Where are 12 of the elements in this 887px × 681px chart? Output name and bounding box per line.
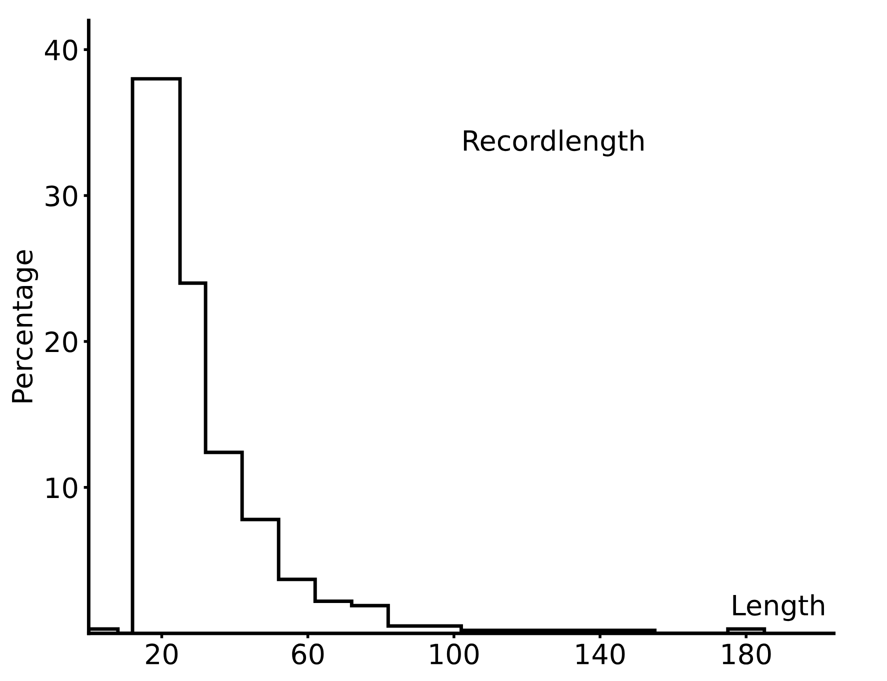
y-tick-label: 20 <box>46 331 78 352</box>
x-tick-label: 140 <box>576 644 625 665</box>
x-axis-title: Length <box>733 594 824 622</box>
y-tick-label: 30 <box>46 185 78 206</box>
x-tick-label: 100 <box>430 644 479 665</box>
y-tick-label: 40 <box>44 40 78 61</box>
annotation: Recordlength <box>464 130 644 156</box>
y-axis-title: Percentage <box>12 250 38 402</box>
x-tick-label: 180 <box>722 644 771 665</box>
x-tick-label: 20 <box>146 644 178 665</box>
x-tick-label: 60 <box>292 644 324 665</box>
y-tick-label: 10 <box>46 477 78 498</box>
